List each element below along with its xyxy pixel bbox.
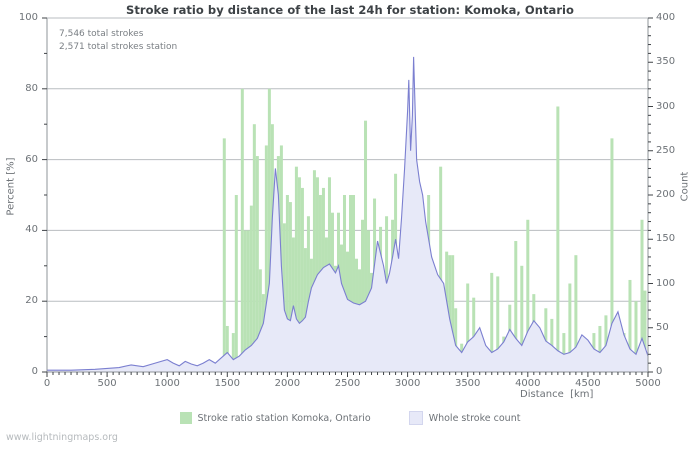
- bar: [643, 290, 647, 372]
- bar: [451, 255, 455, 372]
- y2-tick-label: 300: [656, 100, 676, 112]
- y2-tick-label: 150: [656, 233, 676, 245]
- bar: [514, 241, 518, 372]
- legend-label-bar: Stroke ratio station Komoka, Ontario: [197, 412, 371, 424]
- bar: [496, 276, 500, 372]
- y-tick-label: 40: [25, 224, 38, 236]
- bar: [264, 145, 268, 372]
- annotation-line-2: 2,571 total strokes station: [59, 41, 178, 52]
- bar: [252, 124, 256, 372]
- bar: [231, 333, 235, 372]
- bar: [466, 283, 470, 372]
- bar: [291, 237, 295, 372]
- chart-annotation: 7,546 total strokes 2,571 total strokes …: [59, 28, 177, 53]
- y2-tick-label: 350: [656, 56, 676, 68]
- count-line: [47, 56, 649, 371]
- bar: [628, 279, 632, 372]
- x-tick-label: 2000: [274, 378, 301, 389]
- y2-tick-label: 400: [656, 12, 676, 23]
- y-tick-label: 20: [25, 295, 38, 307]
- bar: [472, 297, 476, 372]
- x-tick-label: 3500: [454, 378, 481, 389]
- x-tick-label: 5000: [635, 378, 661, 389]
- bar: [640, 219, 644, 372]
- chart-title: Stroke ratio by distance of the last 24h…: [126, 3, 574, 17]
- bar: [634, 301, 638, 372]
- x-tick-label: 1000: [154, 378, 180, 389]
- legend-item-whole-count: Whole stroke count: [408, 411, 521, 425]
- bar: [288, 202, 292, 372]
- y-tick-label: 100: [18, 12, 38, 23]
- bar: [448, 255, 452, 372]
- bar: [526, 219, 530, 372]
- bar: [249, 205, 253, 372]
- y2-tick-label: 50: [656, 321, 669, 333]
- bar: [294, 166, 298, 372]
- bar: [490, 272, 494, 372]
- watermark: www.lightningmaps.org: [6, 432, 118, 443]
- legend-item-stroke-ratio: Stroke ratio station Komoka, Ontario: [179, 412, 371, 424]
- y2-axis-label: Count: [679, 171, 691, 202]
- x-tick-label: 3000: [394, 378, 421, 389]
- bar: [568, 283, 572, 372]
- y2-tick-label: 200: [656, 189, 676, 200]
- y2-tick-label: 250: [656, 144, 676, 156]
- x-tick-label: 1500: [214, 378, 241, 389]
- bar: [574, 255, 578, 372]
- bar: [282, 223, 286, 372]
- bar: [240, 88, 244, 373]
- bar: [454, 308, 458, 372]
- bar: [364, 120, 368, 372]
- legend-swatch-area: [408, 411, 423, 425]
- y2-tick-label: 100: [656, 277, 676, 289]
- bar: [243, 230, 247, 372]
- y-tick-label: 80: [25, 82, 38, 94]
- y2-tick-label: 0: [656, 366, 663, 377]
- bar: [562, 333, 566, 372]
- bar: [306, 216, 310, 372]
- x-tick-label: 4500: [575, 378, 601, 389]
- x-tick-label: 4000: [515, 378, 541, 389]
- x-tick-label: 0: [43, 378, 51, 389]
- bar: [610, 138, 614, 372]
- legend-swatch-bar: [179, 412, 192, 424]
- bar: [303, 248, 307, 372]
- bar: [246, 230, 250, 372]
- bar: [352, 195, 356, 372]
- y-tick-label: 0: [31, 366, 38, 377]
- bar: [255, 156, 259, 372]
- bar: [267, 88, 271, 373]
- legend-label-area: Whole stroke count: [428, 412, 521, 424]
- chart-legend: Stroke ratio station Komoka, Ontario Who…: [0, 411, 700, 425]
- x-tick-label: 500: [97, 378, 117, 389]
- bar: [439, 166, 443, 372]
- bar: [285, 195, 289, 372]
- bar: [234, 195, 238, 372]
- bar: [312, 170, 316, 372]
- bar: [598, 325, 602, 372]
- x-axis-label: Distance [km]: [520, 389, 594, 400]
- y-tick-label: 60: [25, 153, 38, 165]
- annotation-line-1: 7,546 total strokes: [59, 29, 144, 39]
- x-tick-label: 2500: [334, 378, 361, 389]
- bar: [342, 195, 346, 372]
- bar: [225, 325, 229, 372]
- bar: [222, 138, 226, 372]
- bar: [520, 265, 524, 372]
- bar: [258, 269, 262, 372]
- bar: [556, 106, 560, 372]
- y-axis-label: Percent [%]: [5, 157, 17, 216]
- bar: [361, 219, 365, 372]
- bar: [300, 187, 304, 372]
- bar: [349, 195, 352, 372]
- bar: [297, 177, 301, 372]
